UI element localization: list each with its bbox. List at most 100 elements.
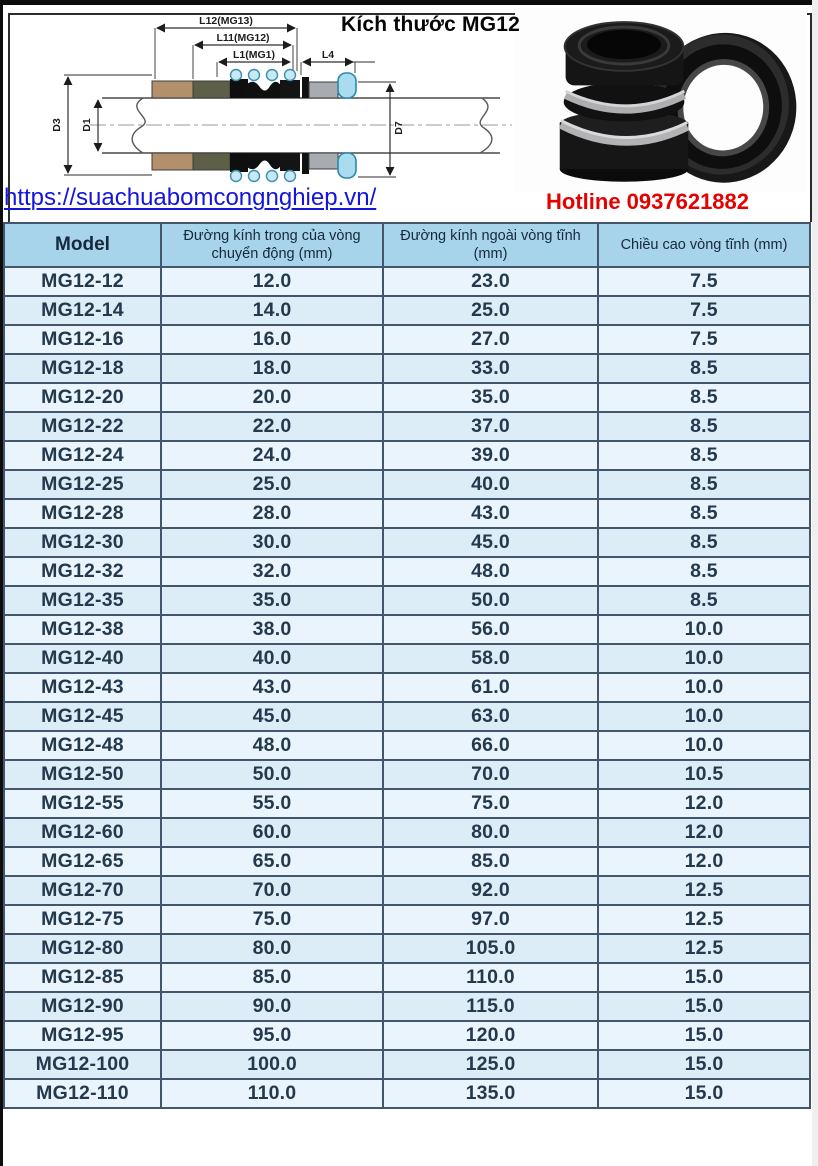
table-body: MG12-12 12.0 23.0 7.5 MG12-14 14.0 25.0 7.5 MG12… [3, 266, 811, 1109]
model-cell: MG12-20 [3, 382, 162, 413]
header-section: L12(MG13) L11(MG12) L1(MG1) L4 [8, 7, 812, 222]
value-cell: 65.0 [160, 846, 384, 877]
table-row: MG12-45 45.0 63.0 10.0 [3, 701, 811, 732]
table-row: MG12-38 38.0 56.0 10.0 [3, 614, 811, 645]
value-cell: 38.0 [160, 614, 384, 645]
website-link[interactable]: https://suachuabomcongnghiep.vn/ [4, 184, 377, 211]
value-cell: 120.0 [382, 1020, 599, 1051]
top-border-bar [0, 0, 818, 5]
value-cell: 15.0 [597, 991, 811, 1022]
model-cell: MG12-110 [3, 1078, 162, 1109]
table-row: MG12-75 75.0 97.0 12.5 [3, 904, 811, 935]
model-cell: MG12-24 [3, 440, 162, 471]
value-cell: 135.0 [382, 1078, 599, 1109]
value-cell: 8.5 [597, 585, 811, 616]
model-cell: MG12-55 [3, 788, 162, 819]
model-cell: MG12-38 [3, 614, 162, 645]
table-row: MG12-24 24.0 39.0 8.5 [3, 440, 811, 471]
seal-cross-section [151, 68, 357, 183]
value-cell: 8.5 [597, 498, 811, 529]
value-cell: 66.0 [382, 730, 599, 761]
table-row: MG12-70 70.0 92.0 12.5 [3, 875, 811, 906]
value-cell: 100.0 [160, 1049, 384, 1080]
model-cell: MG12-12 [3, 266, 162, 297]
value-cell: 70.0 [382, 759, 599, 790]
dim-label-d1: D1 [81, 118, 93, 132]
value-cell: 25.0 [160, 469, 384, 500]
table-row: MG12-50 50.0 70.0 10.5 [3, 759, 811, 790]
value-cell: 8.5 [597, 440, 811, 471]
value-cell: 85.0 [382, 846, 599, 877]
hotline-text: Hotline 0937621882 [546, 189, 750, 214]
table-row: MG12-85 85.0 110.0 15.0 [3, 962, 811, 993]
value-cell: 8.5 [597, 411, 811, 442]
value-cell: 10.0 [597, 643, 811, 674]
table-header-row: Model Đường kính trong của vòng chuyển đ… [3, 222, 811, 268]
table-row: MG12-90 90.0 115.0 15.0 [3, 991, 811, 1022]
dim-label-d7: D7 [393, 121, 405, 135]
value-cell: 12.0 [597, 817, 811, 848]
value-cell: 22.0 [160, 411, 384, 442]
model-cell: MG12-95 [3, 1020, 162, 1051]
dim-label-l1: L1(MG1) [233, 49, 275, 61]
value-cell: 33.0 [382, 353, 599, 384]
value-cell: 48.0 [160, 730, 384, 761]
value-cell: 105.0 [382, 933, 599, 964]
model-cell: MG12-43 [3, 672, 162, 703]
column-header-seat-height: Chiều cao vòng tĩnh (mm) [597, 222, 811, 268]
value-cell: 115.0 [382, 991, 599, 1022]
table-row: MG12-35 35.0 50.0 8.5 [3, 585, 811, 616]
right-edge-strip [812, 0, 818, 1166]
value-cell: 8.5 [597, 556, 811, 587]
value-cell: 10.0 [597, 701, 811, 732]
table-row: MG12-16 16.0 27.0 7.5 [3, 324, 811, 355]
model-cell: MG12-65 [3, 846, 162, 877]
value-cell: 10.0 [597, 672, 811, 703]
value-cell: 75.0 [382, 788, 599, 819]
value-cell: 18.0 [160, 353, 384, 384]
value-cell: 10.0 [597, 614, 811, 645]
product-photo [515, 7, 807, 193]
model-cell: MG12-75 [3, 904, 162, 935]
table-row: MG12-43 43.0 61.0 10.0 [3, 672, 811, 703]
table-row: MG12-18 18.0 33.0 8.5 [3, 353, 811, 384]
model-cell: MG12-85 [3, 962, 162, 993]
value-cell: 7.5 [597, 295, 811, 326]
model-cell: MG12-90 [3, 991, 162, 1022]
value-cell: 40.0 [382, 469, 599, 500]
model-cell: MG12-100 [3, 1049, 162, 1080]
value-cell: 110.0 [160, 1078, 384, 1109]
table-row: MG12-20 20.0 35.0 8.5 [3, 382, 811, 413]
value-cell: 7.5 [597, 266, 811, 297]
value-cell: 25.0 [382, 295, 599, 326]
dim-label-l11: L11(MG12) [216, 32, 269, 44]
value-cell: 43.0 [382, 498, 599, 529]
value-cell: 15.0 [597, 1049, 811, 1080]
value-cell: 12.5 [597, 904, 811, 935]
value-cell: 70.0 [160, 875, 384, 906]
value-cell: 43.0 [160, 672, 384, 703]
value-cell: 61.0 [382, 672, 599, 703]
value-cell: 50.0 [160, 759, 384, 790]
page-title: Kích thước MG12 [341, 13, 520, 36]
value-cell: 7.5 [597, 324, 811, 355]
model-cell: MG12-22 [3, 411, 162, 442]
model-cell: MG12-25 [3, 469, 162, 500]
value-cell: 23.0 [382, 266, 599, 297]
value-cell: 48.0 [382, 556, 599, 587]
value-cell: 32.0 [160, 556, 384, 587]
value-cell: 8.5 [597, 382, 811, 413]
table-row: MG12-22 22.0 37.0 8.5 [3, 411, 811, 442]
table-row: MG12-30 30.0 45.0 8.5 [3, 527, 811, 558]
value-cell: 12.0 [160, 266, 384, 297]
value-cell: 75.0 [160, 904, 384, 935]
table-row: MG12-40 40.0 58.0 10.0 [3, 643, 811, 674]
dim-label-l12: L12(MG13) [199, 15, 253, 27]
value-cell: 12.0 [597, 788, 811, 819]
bellows-seal-photo [558, 21, 690, 182]
table-row: MG12-110 110.0 135.0 15.0 [3, 1078, 811, 1109]
value-cell: 80.0 [382, 817, 599, 848]
value-cell: 40.0 [160, 643, 384, 674]
value-cell: 45.0 [382, 527, 599, 558]
